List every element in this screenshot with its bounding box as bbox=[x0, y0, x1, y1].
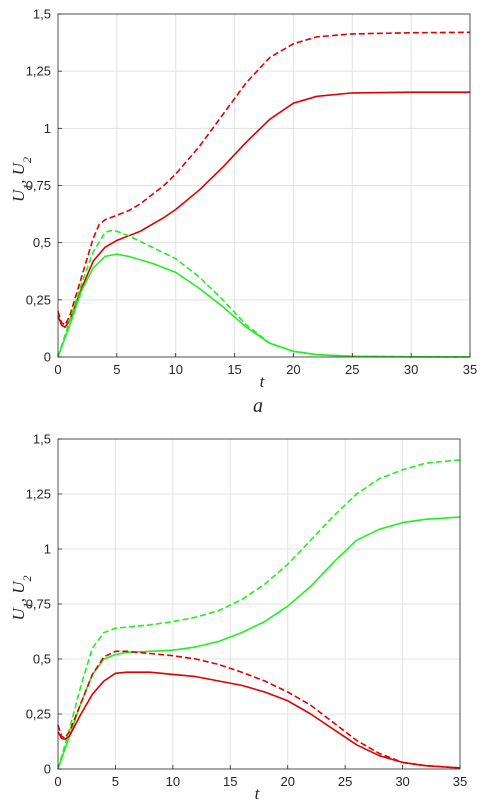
chart-a: 0 5 10 15 20 25 30 35 0 0,25 0,5 0,75 1 1,25 1,5 t U1, U… bbox=[9, 7, 477, 392]
chart-b-x-axis-label: t bbox=[255, 784, 261, 803]
chart-b-x-tick-label: 30 bbox=[395, 774, 409, 789]
chart-a-y-tick-label: 1,25 bbox=[26, 64, 51, 79]
chart-a-x-tick-label: 0 bbox=[54, 362, 61, 377]
panel-label-a: a bbox=[253, 395, 263, 417]
chart-b-series-2-line bbox=[57, 459, 461, 770]
chart-a-series-3-line bbox=[57, 253, 471, 358]
chart-b-x-tick-label: 25 bbox=[338, 774, 352, 789]
chart-b-y-axis-label: U1, U2 bbox=[9, 575, 34, 620]
chart-b-x-tick-label: 5 bbox=[112, 774, 119, 789]
chart-a-x-tick-label: 35 bbox=[463, 362, 477, 377]
chart-a-y-tick-label: 0,5 bbox=[33, 235, 51, 250]
chart-a-series-1-line bbox=[57, 91, 470, 329]
chart-b-x-tick-label: 10 bbox=[166, 774, 180, 789]
chart-b-series-3-line bbox=[57, 671, 461, 769]
chart-a-x-tick-label: 20 bbox=[286, 362, 300, 377]
chart-b-y-tick-label: 1,25 bbox=[26, 487, 51, 502]
chart-b-y-tick-label: 0 bbox=[44, 762, 51, 777]
chart-b-x-tick-label: 15 bbox=[223, 774, 237, 789]
chart-b: 0 5 10 15 20 25 30 35 0 0,25 0,5 0,75 1 1,25 1,5 t U1, U… bbox=[9, 432, 467, 804]
chart-a-series-2-line bbox=[57, 31, 471, 326]
chart-b-y-tick-label: 0,25 bbox=[26, 707, 51, 722]
chart-b-x-tick-label: 0 bbox=[54, 774, 61, 789]
chart-b-series-1-line bbox=[57, 516, 461, 770]
chart-a-series-4-line bbox=[57, 229, 471, 358]
chart-a-y-tick-label: 0,25 bbox=[26, 292, 51, 307]
chart-b-y-tick-label: 0,75 bbox=[26, 597, 51, 612]
chart-a-x-tick-label: 25 bbox=[345, 362, 359, 377]
chart-a-y-tick-label: 1 bbox=[44, 121, 51, 136]
chart-b-x-tick-label: 35 bbox=[453, 774, 467, 789]
chart-a-x-tick-label: 30 bbox=[404, 362, 418, 377]
chart-a-x-tick-label: 15 bbox=[227, 362, 241, 377]
chart-a-x-tick-label: 10 bbox=[168, 362, 182, 377]
chart-a-y-axis-label: U1, U2 bbox=[9, 157, 34, 202]
chart-b-x-tick-label: 20 bbox=[280, 774, 294, 789]
chart-a-y-tick-label: 1,5 bbox=[33, 7, 51, 22]
chart-a-y-tick-label: 0,75 bbox=[26, 178, 51, 193]
chart-b-y-tick-label: 0,5 bbox=[33, 652, 51, 667]
chart-a-x-axis-label: t bbox=[260, 372, 266, 391]
chart-b-series-4-line bbox=[57, 650, 461, 769]
chart-a-y-tick-label: 0 bbox=[44, 350, 51, 365]
chart-b-y-tick-label: 1 bbox=[44, 542, 51, 557]
chart-a-x-tick-label: 5 bbox=[113, 362, 120, 377]
chart-b-y-tick-label: 1,5 bbox=[33, 432, 51, 447]
